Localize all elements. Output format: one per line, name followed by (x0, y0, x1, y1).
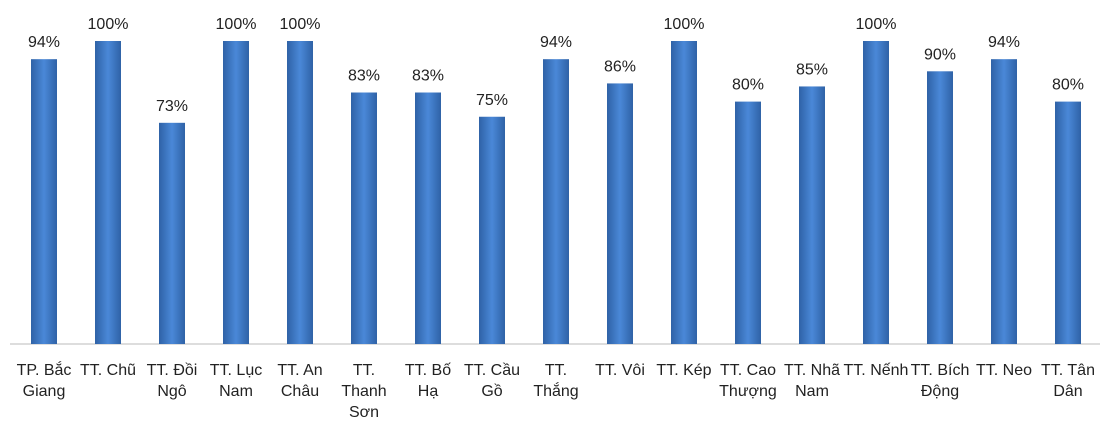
data-label: 80% (732, 77, 764, 94)
bar (415, 92, 441, 344)
data-label: 90% (924, 46, 956, 63)
x-tick-label: TT. Chũ (79, 362, 136, 379)
x-tick-label: TT. Vôi (595, 362, 645, 379)
x-tick-label: TT. Thắng (533, 362, 579, 400)
x-tick-label: TT. Thanh Sơn (341, 362, 387, 421)
bar (223, 41, 249, 344)
bar (799, 86, 825, 344)
x-tick-label: TT. Neo (975, 362, 1032, 379)
bar (351, 92, 377, 344)
data-label: 94% (988, 34, 1020, 51)
data-label: 73% (156, 98, 188, 115)
x-tick-label: TT. An Châu (277, 362, 323, 400)
x-tick-label: TT. Bố Hạ (404, 362, 452, 400)
x-tick-label: TP. Bắc Giang (16, 362, 72, 400)
x-tick-label: TT. Nhã Nam (783, 362, 840, 400)
x-tick-label: TT. Đồi Ngô (146, 362, 198, 400)
bar (671, 41, 697, 344)
bar (31, 59, 57, 345)
x-tick-label: TT. Nếnh (843, 362, 909, 379)
x-tick-label: TT. Lục Nam (209, 362, 263, 400)
data-label: 100% (280, 16, 321, 33)
bar (543, 59, 569, 345)
data-label: 100% (664, 16, 705, 33)
data-label: 83% (412, 68, 444, 85)
data-label: 100% (88, 16, 129, 33)
data-label: 94% (540, 34, 572, 51)
x-tick-label: TT. Cao Thượng (719, 362, 777, 400)
data-label: 94% (28, 34, 60, 51)
data-label: 100% (216, 16, 257, 33)
bar (1055, 101, 1081, 344)
bar (159, 122, 185, 344)
data-label: 83% (348, 68, 380, 85)
data-label: 75% (476, 92, 508, 109)
data-label: 80% (1052, 77, 1084, 94)
bar (735, 101, 761, 344)
x-tick-label: TT. Tân Dân (1041, 362, 1095, 400)
data-label: 100% (856, 16, 897, 33)
bar (479, 116, 505, 344)
data-label: 85% (796, 61, 828, 78)
bar (95, 41, 121, 344)
bar (927, 71, 953, 345)
x-tick-label: TT. Cầu Gồ (463, 362, 520, 400)
bar (863, 41, 889, 344)
bar (287, 41, 313, 344)
bar (607, 83, 633, 345)
x-tick-label: TT. Bích Động (910, 362, 970, 400)
x-tick-label: TT. Kép (656, 362, 712, 379)
data-label: 86% (604, 58, 636, 75)
bar (991, 59, 1017, 345)
